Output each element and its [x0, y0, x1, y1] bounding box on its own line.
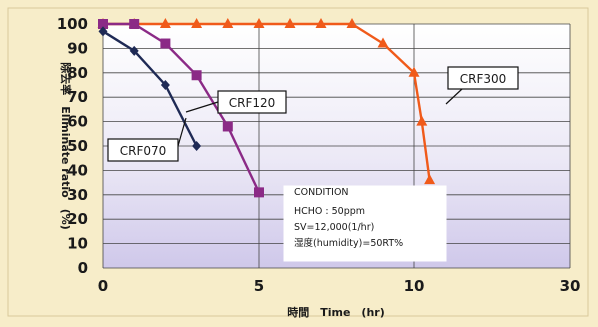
- y-tick-label: 60: [67, 113, 88, 131]
- x-axis-label: 時間 Time (hr): [287, 305, 385, 319]
- y-tick-label: 90: [67, 39, 88, 57]
- x-tick-label: 30: [560, 277, 581, 295]
- y-tick-label: 40: [67, 161, 88, 179]
- data-point-crf300: [284, 18, 296, 28]
- grid: [102, 23, 571, 269]
- series-layer: [97, 18, 436, 198]
- y-axis-label: 除去率 Eliminate ratio (%): [59, 62, 73, 230]
- data-point-crf300: [222, 18, 234, 28]
- series-callouts: CRF070 CRF120 CRF300: [107, 66, 519, 162]
- callout-leader-crf070: [177, 117, 187, 147]
- ticks: 0 10 20 30 40 50 60 70 80 90 100 0 5 10 30: [57, 15, 581, 295]
- data-point-crf300: [315, 18, 327, 28]
- data-point-crf300: [159, 18, 171, 28]
- data-point-crf120: [222, 121, 233, 132]
- series-label-crf120: CRF120: [229, 96, 276, 110]
- data-point-crf300: [191, 18, 203, 28]
- y-tick-label: 10: [67, 235, 88, 253]
- x-tick-label: 0: [98, 277, 108, 295]
- data-point-crf070: [98, 26, 108, 37]
- series-label-crf070: CRF070: [120, 144, 167, 158]
- y-tick-label: 70: [67, 88, 88, 106]
- callout-leader-crf300: [445, 88, 463, 105]
- series-line-crf120: [103, 22, 261, 193]
- data-point-crf300: [377, 37, 389, 48]
- callout-box-crf120: [217, 90, 287, 114]
- y-tick-label: 30: [67, 186, 88, 204]
- data-point-crf120: [191, 70, 202, 81]
- series-line-crf070: [102, 30, 198, 147]
- condition-line-sv: SV=12,000(1/hr): [294, 222, 374, 233]
- data-point-crf070: [129, 45, 139, 56]
- condition-line-humidity: 湿度(humidity)=50RT%: [294, 237, 403, 249]
- data-point-crf300: [424, 174, 436, 185]
- condition-line-hcho: HCHO : 50ppm: [294, 206, 365, 217]
- data-point-crf120: [98, 19, 108, 29]
- data-point-crf120: [129, 19, 140, 29]
- data-point-crf300: [253, 18, 265, 28]
- x-tick-label: 10: [404, 277, 425, 295]
- y-tick-label: 100: [57, 15, 88, 33]
- x-tick-label: 5: [254, 277, 264, 295]
- callout-box-crf070: [107, 138, 179, 162]
- callout-leader-crf120: [185, 101, 219, 113]
- condition-title: CONDITION: [294, 187, 349, 198]
- data-point-crf070: [192, 141, 202, 151]
- data-point-crf070: [160, 80, 170, 90]
- data-point-crf300: [416, 115, 428, 126]
- condition-box-bg: [283, 185, 447, 262]
- data-point-crf300: [408, 66, 420, 77]
- y-tick-label: 0: [78, 259, 88, 277]
- y-tick-label: 50: [67, 137, 88, 155]
- data-point-crf300: [346, 18, 358, 28]
- y-tick-label: 80: [67, 64, 88, 82]
- outer-border: [7, 7, 589, 317]
- y-tick-label: 20: [67, 210, 88, 228]
- callout-box-crf300: [447, 66, 519, 90]
- condition-box: CONDITION HCHO : 50ppm SV=12,000(1/hr) 湿…: [283, 185, 447, 262]
- data-point-crf120: [160, 38, 171, 49]
- series-label-crf300: CRF300: [460, 72, 507, 86]
- data-point-crf120: [254, 187, 264, 198]
